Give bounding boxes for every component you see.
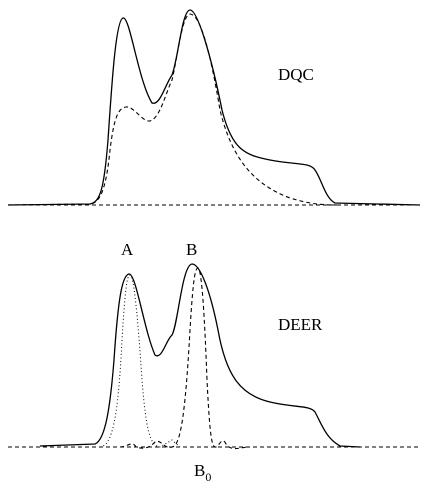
field-label: B0 xyxy=(194,461,211,484)
deer-spectrum xyxy=(39,263,361,448)
dqc-spectrum xyxy=(7,9,421,206)
field-subscript: 0 xyxy=(205,470,211,484)
panel-label: DEER xyxy=(278,315,323,334)
peak-a-line xyxy=(99,274,181,448)
dqc-dashed xyxy=(7,13,341,206)
peak-label: A xyxy=(121,240,134,259)
field-base: B xyxy=(194,461,205,480)
peak-label: B xyxy=(186,240,197,259)
peak-b-line xyxy=(119,267,251,450)
panel-label: DQC xyxy=(278,65,314,84)
